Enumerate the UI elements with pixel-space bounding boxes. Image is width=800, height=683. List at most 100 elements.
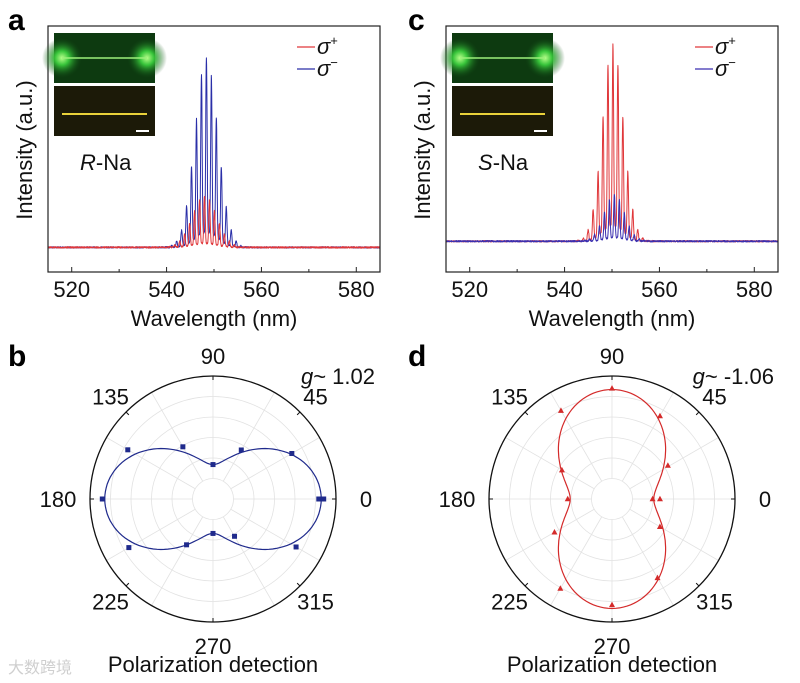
data-point — [656, 412, 663, 419]
x-tick-label: 580 — [736, 277, 773, 302]
data-point — [316, 496, 322, 502]
polar-tick — [296, 411, 301, 416]
x-tick-label: 540 — [546, 277, 583, 302]
angle-label: 90 — [201, 344, 225, 369]
inset-image-yellow — [452, 86, 553, 136]
polar-grid-spoke — [505, 437, 595, 490]
data-point — [184, 542, 190, 548]
polar-grid-spoke — [230, 508, 320, 561]
data-point — [564, 495, 571, 502]
polar-grid-spoke — [505, 508, 595, 561]
polar-tick — [524, 582, 529, 587]
panel-label-c: c — [408, 4, 425, 37]
polar-chart-d: 0 45 90 135 180 225 270 315 g~ -1.06 Polarization… — [439, 344, 774, 677]
data-point — [609, 601, 615, 608]
data-point — [656, 523, 663, 529]
data-point — [99, 496, 105, 502]
angle-label: 135 — [92, 384, 129, 409]
data-point — [654, 574, 661, 581]
data-point — [210, 462, 216, 468]
data-point — [558, 466, 565, 473]
data-point — [609, 385, 615, 391]
polar-tick — [125, 411, 130, 416]
x-axis-label: Polarization detection — [108, 652, 318, 677]
polar-tick — [524, 411, 529, 416]
legend-symbol: σ — [317, 56, 331, 81]
x-tick-label: 560 — [243, 277, 280, 302]
polar-grid-spoke — [151, 392, 204, 482]
angle-label: 315 — [696, 590, 733, 615]
angle-label: 45 — [303, 384, 327, 409]
g-factor-label: g~ -1.06 — [693, 364, 774, 389]
data-point — [321, 496, 327, 502]
angle-label: 90 — [600, 344, 624, 369]
polar-grid-spoke — [106, 508, 196, 561]
legend-entry: σ− — [317, 55, 338, 81]
watermark: 大数跨境 — [8, 658, 72, 677]
data-point — [238, 447, 244, 453]
g-symbol: g — [693, 364, 706, 389]
sample-label-rest: -Na — [96, 150, 132, 175]
polar-grid-spoke — [550, 392, 603, 482]
angle-label: 225 — [92, 590, 129, 615]
x-axis-label: Polarization detection — [507, 652, 717, 677]
panel-label-a: a — [8, 4, 25, 37]
legend-symbol: σ — [317, 34, 331, 59]
legend-entry: σ+ — [317, 33, 338, 59]
x-tick-label: 520 — [451, 277, 488, 302]
data-point — [557, 407, 564, 413]
polar-tick — [695, 411, 700, 416]
sample-label-italic: R — [80, 150, 96, 175]
x-tick-label: 540 — [148, 277, 185, 302]
data-point — [125, 447, 131, 453]
legend-symbol: σ — [715, 56, 729, 81]
legend-superscript: − — [330, 55, 338, 70]
angle-label: 0 — [759, 487, 771, 512]
data-point — [551, 529, 558, 535]
data-point — [126, 545, 132, 551]
polar-tick — [296, 582, 301, 587]
spectrum-chart-c: 520 540 560 580 Wavelength (nm) Intensity (a.… — [410, 25, 779, 331]
polar-grid-ring — [192, 478, 234, 520]
x-tick-label: 580 — [338, 277, 375, 302]
sample-label: S-Na — [478, 150, 529, 175]
angle-label: 0 — [360, 487, 372, 512]
legend-entry: σ− — [715, 55, 736, 81]
angle-label: 315 — [297, 590, 334, 615]
angle-label: 180 — [40, 487, 77, 512]
x-axis-label: Wavelength (nm) — [529, 306, 696, 331]
g-factor-label: g~ 1.02 — [301, 364, 375, 389]
series-line-sigma-plus — [47, 195, 381, 249]
polar-grid-spoke — [222, 516, 275, 606]
series-line-sigma-minus — [445, 194, 779, 243]
polar-grid-spoke — [621, 392, 674, 482]
panel-label-d: d — [408, 340, 426, 373]
polar-tick — [695, 582, 700, 587]
sample-label-italic: S — [478, 150, 493, 175]
data-point — [232, 533, 238, 539]
data-point — [649, 495, 656, 502]
sample-label-rest: -Na — [493, 150, 529, 175]
polar-tick — [125, 582, 130, 587]
legend-superscript: − — [728, 55, 736, 70]
x-tick-label: 560 — [641, 277, 678, 302]
x-axis-label: Wavelength (nm) — [131, 306, 298, 331]
panel-label-b: b — [8, 340, 26, 373]
polar-grid-spoke — [629, 508, 719, 561]
data-point — [289, 450, 295, 456]
y-axis-label: Intensity (a.u.) — [12, 80, 37, 219]
angle-label: 180 — [439, 487, 476, 512]
sample-label: R-Na — [80, 150, 132, 175]
polar-grid-spoke — [106, 437, 196, 490]
polar-grid-spoke — [230, 437, 320, 490]
angle-label: 45 — [702, 384, 726, 409]
data-point — [210, 530, 216, 536]
angle-label: 270 — [195, 634, 232, 659]
polar-grid-spoke — [222, 392, 275, 482]
polar-grid-ring — [591, 478, 633, 520]
x-tick-label: 520 — [53, 277, 90, 302]
g-symbol: g — [301, 364, 314, 389]
y-axis-label: Intensity (a.u.) — [410, 80, 435, 219]
polar-grid-spoke — [621, 516, 674, 606]
